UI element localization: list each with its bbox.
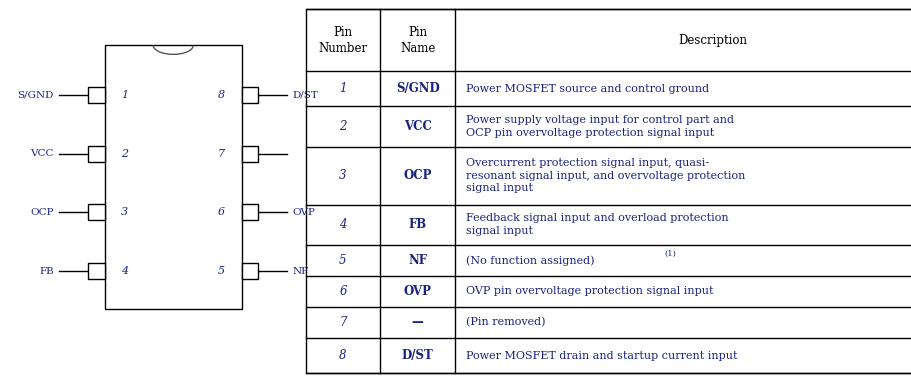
Text: Overcurrent protection signal input, quasi-
resonant signal input, and overvolta: Overcurrent protection signal input, qua… (466, 158, 744, 193)
Text: 2: 2 (121, 149, 128, 159)
Text: (Pin removed): (Pin removed) (466, 317, 545, 328)
Text: 8: 8 (339, 349, 346, 362)
Text: 3: 3 (121, 207, 128, 218)
Text: OVP: OVP (292, 208, 315, 217)
Text: Feedback signal input and overload protection
signal input: Feedback signal input and overload prote… (466, 213, 728, 236)
Text: S/GND: S/GND (395, 82, 439, 95)
Bar (88, 146, 105, 162)
Bar (88, 87, 105, 103)
Text: D/ST: D/ST (402, 349, 433, 362)
Text: Power supply voltage input for control part and
OCP pin overvoltage protection s: Power supply voltage input for control p… (466, 115, 733, 138)
Text: OVP: OVP (404, 285, 431, 298)
Text: 4: 4 (121, 266, 128, 276)
Text: 8: 8 (218, 90, 225, 100)
Text: D/ST: D/ST (292, 90, 318, 100)
Text: Power MOSFET source and control ground: Power MOSFET source and control ground (466, 84, 709, 94)
Text: 7: 7 (339, 316, 346, 329)
Bar (241, 204, 258, 220)
Bar (241, 87, 258, 103)
Text: 4: 4 (339, 218, 346, 231)
Text: 1: 1 (121, 90, 128, 100)
Text: VCC: VCC (30, 149, 54, 158)
Text: FB: FB (408, 218, 426, 231)
Text: Pin
Name: Pin Name (400, 26, 435, 55)
Text: NF: NF (292, 267, 309, 276)
Text: Description: Description (678, 34, 746, 47)
Text: Pin
Number: Pin Number (318, 26, 367, 55)
Bar (88, 204, 105, 220)
Text: VCC: VCC (404, 120, 431, 133)
Text: 7: 7 (218, 149, 225, 159)
Text: 6: 6 (218, 207, 225, 218)
Text: Power MOSFET drain and startup current input: Power MOSFET drain and startup current i… (466, 351, 737, 361)
Text: 3: 3 (339, 169, 346, 182)
Bar (241, 146, 258, 162)
Bar (105, 45, 241, 309)
Bar (88, 263, 105, 279)
Text: 5: 5 (339, 254, 346, 267)
Text: —: — (412, 316, 423, 329)
Text: OCP: OCP (403, 169, 432, 182)
Text: NF: NF (408, 254, 426, 267)
Text: OVP pin overvoltage protection signal input: OVP pin overvoltage protection signal in… (466, 287, 712, 296)
Text: 6: 6 (339, 285, 346, 298)
Text: 2: 2 (339, 120, 346, 133)
Text: FB: FB (39, 267, 54, 276)
Text: (No function assigned): (No function assigned) (466, 255, 594, 265)
Text: (1): (1) (664, 250, 676, 257)
Bar (241, 263, 258, 279)
Text: 5: 5 (218, 266, 225, 276)
Text: S/GND: S/GND (17, 90, 54, 100)
Text: OCP: OCP (30, 208, 54, 217)
Text: 1: 1 (339, 82, 346, 95)
Bar (305, 9, 911, 373)
